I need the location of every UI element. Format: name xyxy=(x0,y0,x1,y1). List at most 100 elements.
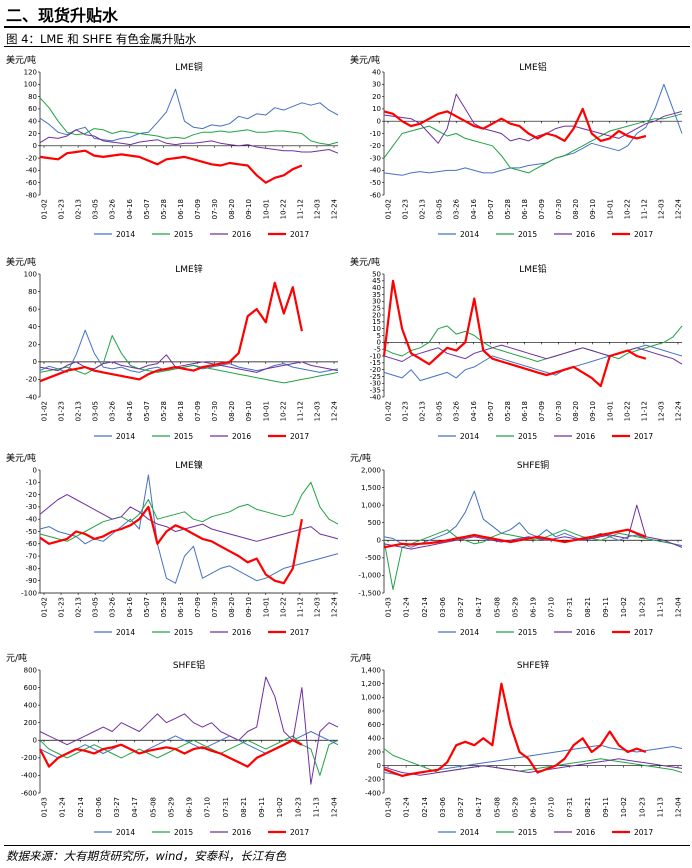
chart-shfe-zinc: 元/吨 SHFE锌 1,400 1,200 1,000 800 600 400 200 0 -200… xyxy=(350,652,683,837)
y-tick-label: 600 xyxy=(368,721,381,729)
x-tick-label: 12-04 xyxy=(675,796,683,817)
x-tick-label: 01-23 xyxy=(402,401,410,421)
x-tick-label: 11-12 xyxy=(296,199,304,219)
legend-label-2016: 2016 xyxy=(576,432,595,441)
series-line-2017 xyxy=(382,279,647,388)
x-tick-label: 03-26 xyxy=(453,198,461,219)
legend-label-2017: 2017 xyxy=(634,828,653,837)
legend-label-2015: 2015 xyxy=(174,828,193,837)
x-tick-label: 03-27 xyxy=(457,597,465,617)
x-tick-label: 10-01 xyxy=(606,199,614,219)
x-tick-label: 07-09 xyxy=(538,199,546,219)
chart-title: SHFE铝 xyxy=(173,659,205,671)
y-tick-label: 1,400 xyxy=(361,666,381,674)
y-tick-label: -40 xyxy=(370,167,381,175)
x-tick-label: 12-24 xyxy=(675,400,683,421)
y-tick-label: -40 xyxy=(26,516,37,524)
x-tick-label: 05-07 xyxy=(143,401,151,421)
legend-label-2016: 2016 xyxy=(576,828,595,837)
chart-panel-lme-copper: 美元/吨 LME铜 120 100 80 60 40 20 0 -20 -40 -60 -80 01-02… xyxy=(4,50,344,245)
y-tick-label: -60 xyxy=(26,179,37,187)
series-line-2017 xyxy=(39,149,303,184)
y-tick-label: 100 xyxy=(24,270,37,278)
series-line-2014 xyxy=(39,474,339,584)
y-tick-label: 5 xyxy=(377,332,381,340)
y-tick-label: -1,000 xyxy=(358,572,381,580)
x-tick-label: 07-09 xyxy=(194,199,202,219)
x-tick-label: 01-03 xyxy=(385,797,393,817)
x-tick-label: 10-02 xyxy=(620,597,628,617)
y-tick-label: -80 xyxy=(26,565,37,573)
y-tick-label: 30 xyxy=(372,298,381,306)
y-tick-label: 0 xyxy=(33,142,37,150)
y-tick-label: 0 xyxy=(377,762,381,770)
x-tick-label: 12-24 xyxy=(675,198,683,219)
chart-title: SHFE锌 xyxy=(517,659,549,671)
legend-label-2014: 2014 xyxy=(116,230,135,239)
x-tick-label: 10-23 xyxy=(294,797,302,817)
x-tick-label: 04-17 xyxy=(475,797,483,817)
x-tick-label: 03-26 xyxy=(109,596,117,617)
chart-title: LME锌 xyxy=(175,263,202,275)
unit-label: 元/吨 xyxy=(350,652,371,664)
legend-label-2017: 2017 xyxy=(290,432,309,441)
chart-panel-lme-nickel: 美元/吨 LME镍 0 -10 -20 -30 -40 -50 -60 -70 -80 -90 -100… xyxy=(4,448,344,643)
x-tick-label: 01-02 xyxy=(41,597,49,617)
x-tick-label: 02-13 xyxy=(75,597,83,617)
y-tick-label: 800 xyxy=(368,707,381,715)
legend-label-2014: 2014 xyxy=(116,828,135,837)
x-tick-label: 08-20 xyxy=(572,401,580,421)
x-tick-label: 05-29 xyxy=(511,597,519,617)
x-tick-label: 10-22 xyxy=(279,401,287,421)
y-tick-label: -70 xyxy=(26,552,37,560)
x-tick-label: 05-07 xyxy=(143,597,151,617)
x-tick-label: 09-11 xyxy=(602,597,610,617)
chart-panel-shfe-copper: 元/吨 SHFE铜 2,000 1,500 1,000 500 0 -500 -1,000 -1,… xyxy=(348,448,688,643)
y-tick-label: -1,500 xyxy=(358,589,381,597)
legend-label-2015: 2015 xyxy=(174,628,193,637)
x-tick-label: 04-16 xyxy=(126,198,134,219)
y-tick-label: -40 xyxy=(26,393,37,401)
y-tick-label: 60 xyxy=(28,305,37,313)
x-tick-label: 01-23 xyxy=(58,597,66,617)
x-tick-label: 08-21 xyxy=(240,797,248,817)
y-tick-label: 40 xyxy=(372,284,381,292)
caption-underline xyxy=(4,46,690,47)
x-tick-label: 10-01 xyxy=(262,199,270,219)
legend-label-2015: 2015 xyxy=(518,628,537,637)
series-line-2015 xyxy=(39,335,339,384)
x-tick-label: 01-03 xyxy=(385,597,393,617)
x-tick-label: 12-03 xyxy=(313,199,321,219)
chart-panel-shfe-aluminium: 元/吨 SHFE铝 800 600 400 200 0 -200 -400 -600 01-03 01… xyxy=(4,648,344,843)
x-tick-label: 06-18 xyxy=(177,597,185,617)
x-tick-label: 05-28 xyxy=(160,401,168,421)
y-tick-label: 80 xyxy=(28,288,37,296)
series-line-2017 xyxy=(383,528,647,549)
y-tick-label: 400 xyxy=(24,701,37,709)
x-tick-label: 10-22 xyxy=(623,401,631,421)
legend-label-2017: 2017 xyxy=(290,230,309,239)
y-tick-label: -500 xyxy=(365,554,381,562)
x-tick-label: 01-23 xyxy=(402,199,410,219)
y-tick-label: 0 xyxy=(33,737,37,745)
legend-label-2017: 2017 xyxy=(634,628,653,637)
y-tick-label: 1,500 xyxy=(361,484,381,492)
y-tick-label: -40 xyxy=(26,167,37,175)
legend-label-2014: 2014 xyxy=(460,628,479,637)
x-tick-label: 03-05 xyxy=(92,401,100,421)
x-tick-label: 01-03 xyxy=(41,797,49,817)
y-tick-label: 200 xyxy=(368,748,381,756)
x-tick-label: 04-16 xyxy=(470,198,478,219)
x-tick-label: 09-10 xyxy=(589,401,597,421)
x-tick-label: 02-13 xyxy=(75,401,83,421)
x-tick-label: 03-26 xyxy=(109,400,117,421)
y-tick-label: -50 xyxy=(370,179,381,187)
y-tick-label: 35 xyxy=(372,291,381,299)
legend-label-2014: 2014 xyxy=(460,828,479,837)
series-line-2015 xyxy=(383,529,683,590)
legend-label-2014: 2014 xyxy=(460,432,479,441)
legend-label-2014: 2014 xyxy=(460,230,479,239)
series-line-2016 xyxy=(383,758,683,776)
legend-label-2016: 2016 xyxy=(576,230,595,239)
y-tick-label: -30 xyxy=(370,380,381,388)
